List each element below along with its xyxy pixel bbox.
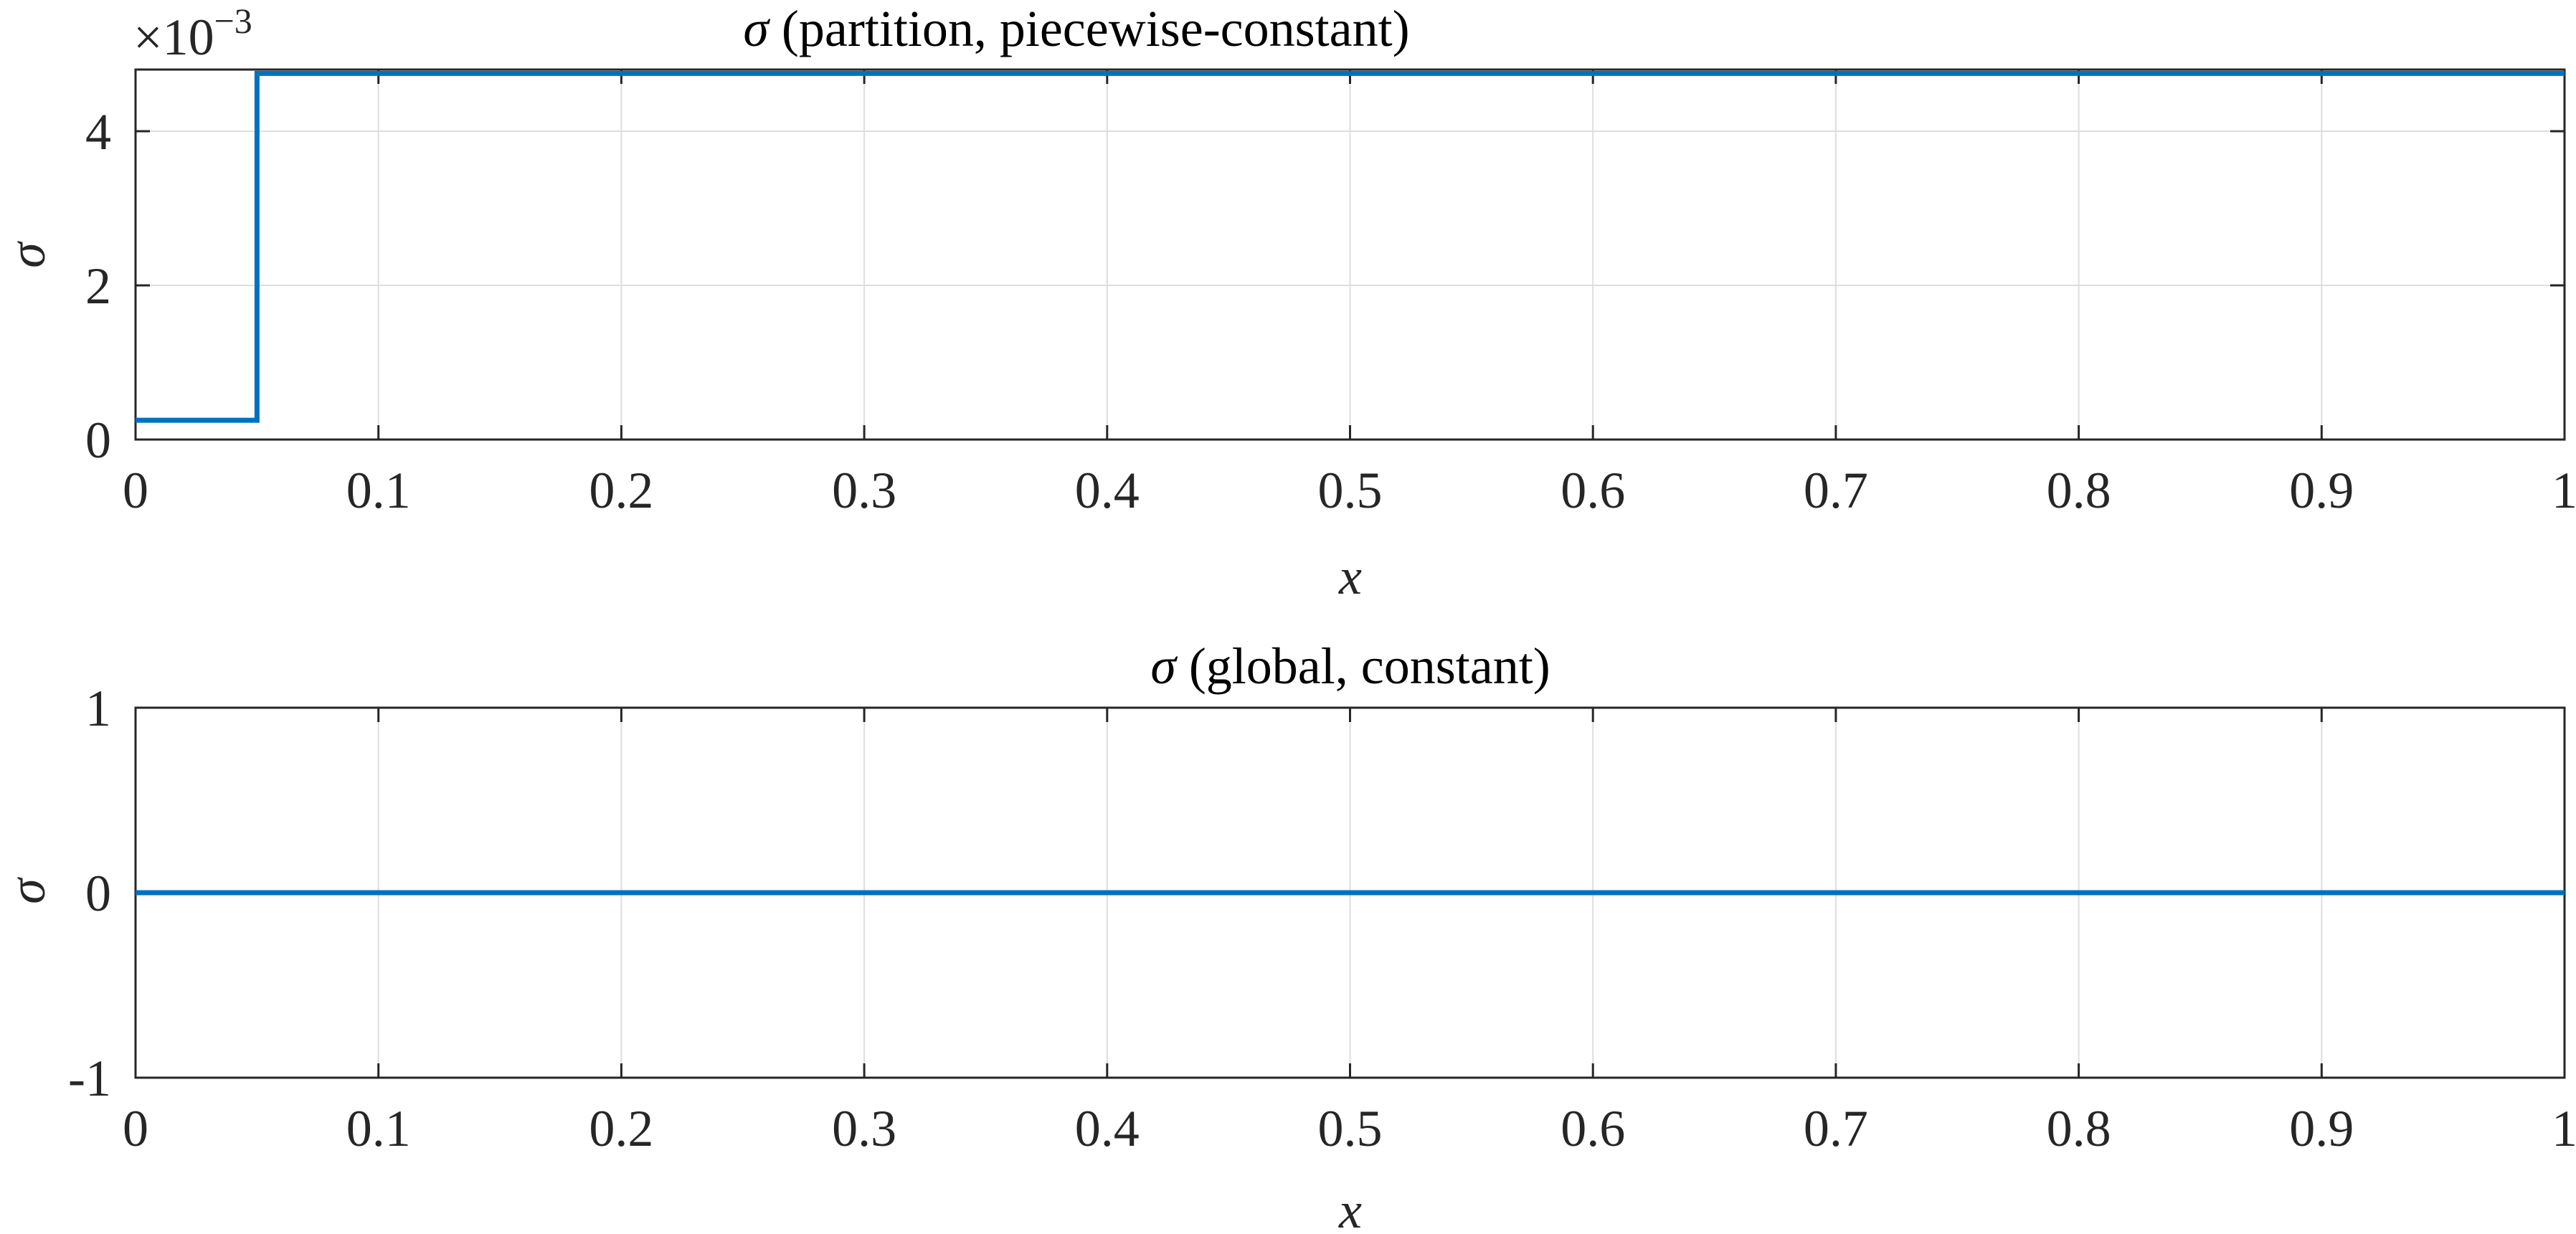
x-tick-labels: 0 0.1 0.2 0.3 0.4 0.5 0.6 0.7 0.8 0.9 1 [123, 462, 2576, 519]
y-axis-label: σ [0, 877, 56, 904]
x-tick-label: 0.1 [346, 462, 411, 519]
series-layer [136, 70, 2565, 423]
y-tick-label: 0 [85, 865, 111, 922]
x-tick-label: 1 [2552, 462, 2576, 519]
x-tick-label: 0.9 [2289, 1100, 2354, 1157]
x-tick-label: 0.2 [589, 462, 653, 519]
x-tick-label: 0 [123, 1100, 148, 1157]
x-tick-label: 0.4 [1075, 462, 1140, 519]
y-tick-label: 1 [85, 680, 111, 737]
y-tick-labels: -1 0 1 [68, 680, 111, 1107]
plot-title: σ (global, constant) [1150, 637, 1550, 695]
grid [135, 70, 2565, 440]
y-tick-label: -1 [68, 1050, 111, 1107]
plot-title: σ (partition, piecewise-constant) [743, 0, 1409, 57]
x-tick-label: 0.5 [1318, 1100, 1383, 1157]
x-tick-label: 0.2 [589, 1100, 653, 1157]
y-scale-multiplier: ×10−3 [133, 1, 252, 66]
subplot-partition: σ (partition, piecewise-constant) ×10−3 … [0, 0, 2576, 605]
x-tick-label: 0.4 [1075, 1100, 1140, 1157]
x-tick-label: 0.3 [832, 462, 896, 519]
x-tick-label: 0 [123, 462, 148, 519]
y-tick-label: 4 [85, 103, 111, 161]
x-tick-label: 0.3 [832, 1100, 896, 1157]
x-tick-label: 0.1 [346, 1100, 411, 1157]
x-tick-label: 1 [2552, 1100, 2576, 1157]
x-tick-label: 0.6 [1561, 1100, 1625, 1157]
x-axis-label: x [1338, 548, 1362, 605]
x-tick-label: 0.5 [1318, 462, 1383, 519]
x-axis-label: x [1338, 1182, 1362, 1234]
y-tick-labels: 0 2 4 [85, 103, 111, 469]
y-tick-label: 0 [85, 412, 111, 469]
y-tick-label: 2 [85, 257, 111, 315]
x-tick-label: 0.8 [2047, 1100, 2111, 1157]
y-axis-label: σ [0, 241, 56, 268]
x-tick-label: 0.7 [1804, 462, 1868, 519]
x-tick-labels: 0 0.1 0.2 0.3 0.4 0.5 0.6 0.7 0.8 0.9 1 [123, 1100, 2576, 1157]
subplot-global: σ (global, constant) 0 0.1 0.2 0.3 0.4 0.5 0.6… [0, 637, 2576, 1234]
series-line [136, 70, 2565, 423]
x-tick-label: 0.7 [1804, 1100, 1868, 1157]
x-tick-label: 0.9 [2289, 462, 2354, 519]
x-tick-label: 0.6 [1561, 462, 1625, 519]
x-tick-label: 0.8 [2047, 462, 2111, 519]
